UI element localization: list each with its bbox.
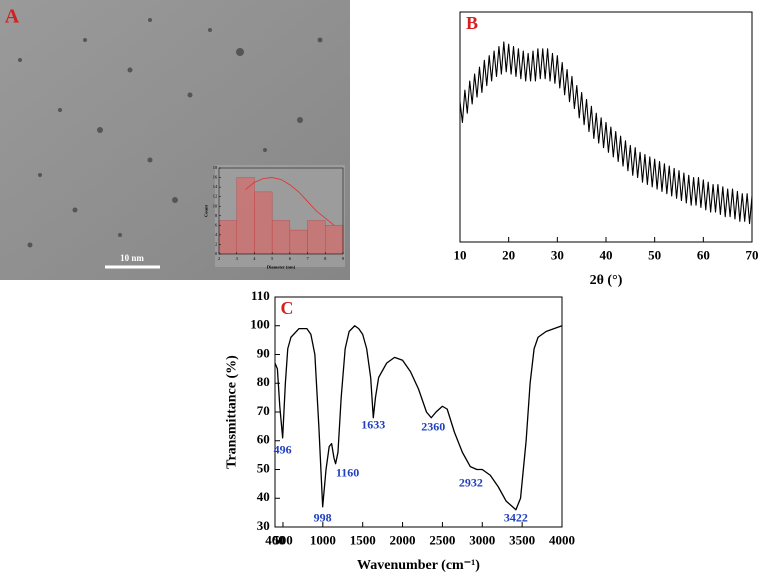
plot-frame (218, 167, 344, 255)
y-tick-label: 8 (215, 213, 218, 218)
x-tick-label: 1500 (350, 532, 376, 547)
peak-label: 1160 (336, 466, 359, 480)
panel-label: C (281, 298, 294, 318)
scale-bar-label: 10 nm (120, 253, 144, 263)
y-tick-label: 100 (250, 317, 270, 332)
peak-label: 998 (314, 511, 332, 525)
peak-label: 2932 (459, 475, 483, 489)
bar (325, 225, 344, 255)
bar (289, 229, 308, 255)
x-tick-label: 50 (648, 247, 661, 262)
peak-label: 3422 (504, 511, 528, 525)
x-tick-label: 9 (342, 256, 345, 261)
y-tick-label: 40 (257, 489, 270, 504)
x-tick-label: 4000 (549, 532, 575, 547)
y-tick-label: 0 (215, 251, 218, 256)
x-axis-label: 2θ (°) (590, 273, 623, 288)
fit-curve (245, 177, 335, 226)
chart: 10 20 30 40 50 60 70 2θ (°) B (454, 11, 759, 288)
y-tick-label: 10 (213, 203, 218, 208)
y-axis-label: Count (203, 205, 208, 218)
x-tick-label: 8 (324, 256, 327, 261)
bar (254, 191, 273, 255)
y-tick-label: 12 (213, 194, 218, 199)
x-tick-label: 60 (697, 247, 710, 262)
y-tick-label: 18 (213, 165, 218, 170)
y-tick-label: 16 (213, 175, 218, 180)
panel-label: B (466, 13, 478, 33)
x-tick-label: 3500 (509, 532, 535, 547)
panel-label: A (5, 6, 20, 28)
y-tick-label: 6 (215, 222, 218, 227)
y-tick-label: 30 (257, 518, 270, 533)
x-tick-label: 1000 (310, 532, 336, 547)
x-tick-label: 2 (218, 256, 220, 261)
peak-label: 2360 (421, 420, 445, 434)
x-tick-label: 6 (289, 256, 292, 261)
bar (307, 220, 326, 255)
x-tick-label: 3000 (469, 532, 495, 547)
y-axis-label: Transmittance (%) (224, 355, 239, 469)
y-tick-label: 50 (257, 460, 270, 475)
y-tick-label: 110 (251, 288, 270, 303)
y-tick-label: 70 (257, 403, 270, 418)
x-tick-label: 400 (265, 532, 285, 547)
y-tick-label: 60 (257, 432, 270, 447)
x-tick-label: 3 (236, 256, 239, 261)
bar (218, 220, 237, 255)
x-tick-label: 40 (600, 247, 613, 262)
x-tick-label: 7 (306, 256, 309, 261)
y-tick-label: 14 (213, 184, 218, 189)
x-tick-label: 10 (454, 247, 467, 262)
bar (271, 220, 291, 255)
y-tick-label: 80 (257, 374, 270, 389)
y-tick-label: 4 (215, 232, 218, 237)
particles (18, 18, 323, 248)
x-tick-label: 500 (273, 532, 293, 547)
x-axis-label: Diameter (nm) (267, 265, 296, 270)
y-tick-label: 2 (215, 241, 217, 246)
x-tick-label: 5 (271, 256, 274, 261)
data-line (459, 41, 753, 225)
peak-label: 496 (274, 443, 292, 457)
x-tick-label: 4 (253, 256, 256, 261)
data-line (274, 325, 563, 511)
x-tick-label: 2500 (429, 532, 455, 547)
x-tick-label: 30 (551, 247, 564, 262)
x-axis-label: Wavenumber (cm⁻¹) (357, 558, 480, 573)
x-tick-label: 70 (746, 247, 759, 262)
peak-label: 1633 (361, 418, 385, 432)
y-tick-label: 90 (257, 345, 270, 360)
x-tick-label: 2000 (390, 532, 416, 547)
x-tick-label: 20 (502, 247, 515, 262)
